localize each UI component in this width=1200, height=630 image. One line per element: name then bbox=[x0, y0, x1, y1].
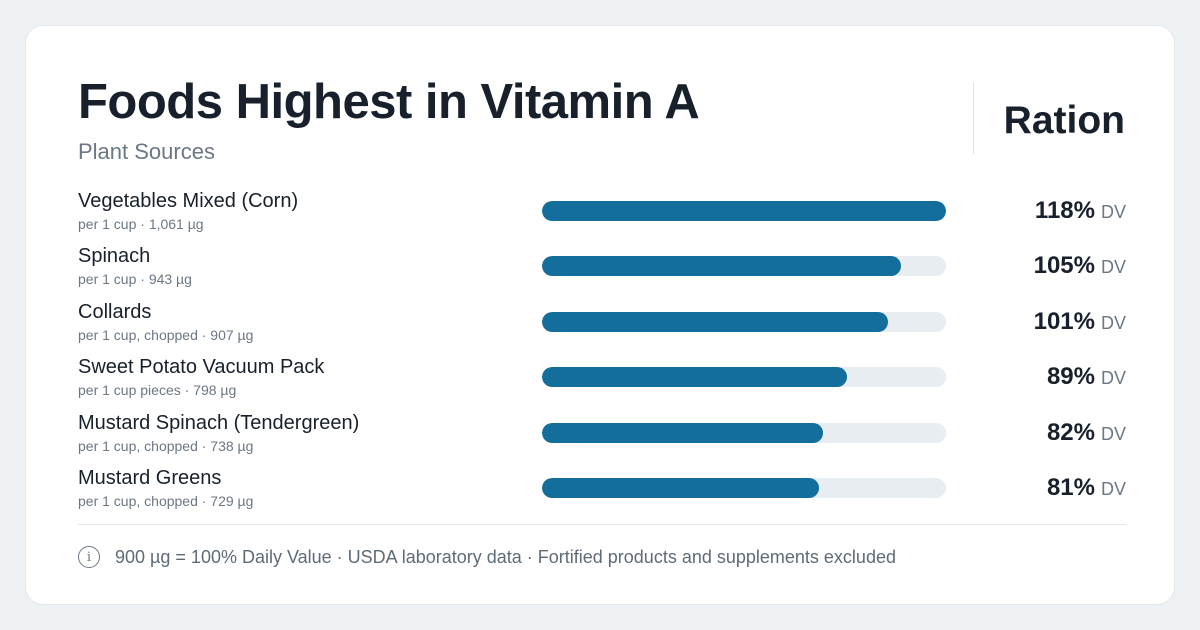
info-icon: i bbox=[78, 546, 100, 568]
footnote: i 900 µg = 100% Daily Value · USDA labor… bbox=[78, 544, 896, 570]
bar bbox=[542, 477, 820, 498]
food-name: Collards bbox=[78, 300, 152, 323]
bar bbox=[542, 367, 847, 388]
brand-logo: Ration bbox=[1003, 99, 1125, 142]
serving-info: per 1 cup · 943 µg bbox=[78, 271, 192, 288]
serving-info: per 1 cup, chopped · 738 µg bbox=[78, 437, 254, 454]
serving-info: per 1 cup, chopped · 729 µg bbox=[78, 492, 254, 509]
percent-value: 89% bbox=[1046, 363, 1095, 391]
bar-track bbox=[542, 256, 946, 277]
percent-value: 101% bbox=[1033, 307, 1095, 335]
value-label: 101% DV bbox=[1034, 308, 1126, 339]
bar bbox=[542, 256, 902, 277]
food-name: Vegetables Mixed (Corn) bbox=[78, 190, 299, 212]
value-label: 89% DV bbox=[1047, 363, 1126, 394]
percent-value: 81% bbox=[1046, 473, 1095, 501]
percent-value: 82% bbox=[1046, 418, 1095, 446]
serving-info: per 1 cup, chopped · 907 µg bbox=[78, 326, 254, 343]
brand-divider bbox=[973, 82, 974, 154]
dv-unit: DV bbox=[1100, 368, 1126, 389]
dv-unit: DV bbox=[1100, 202, 1126, 222]
chart-row: Spinach per 1 cup · 943 µg 105% DV bbox=[78, 241, 1126, 296]
value-label: 118% DV bbox=[1035, 197, 1126, 228]
footnote-text: 900 µg = 100% Daily Value · USDA laborat… bbox=[115, 546, 896, 567]
bar bbox=[542, 311, 888, 332]
dv-unit: DV bbox=[1100, 257, 1126, 278]
bar-track bbox=[542, 367, 946, 388]
dv-unit: DV bbox=[1100, 478, 1126, 499]
chart-row: Sweet Potato Vacuum Pack per 1 cup pieces… bbox=[78, 352, 1126, 407]
dv-unit: DV bbox=[1100, 312, 1126, 333]
bar-track bbox=[542, 311, 946, 332]
percent-value: 118% bbox=[1034, 197, 1095, 224]
footer-divider bbox=[78, 524, 1126, 525]
chart-title: Foods Highest in Vitamin A bbox=[78, 75, 700, 129]
serving-info: per 1 cup pieces · 798 µg bbox=[78, 382, 237, 399]
food-name: Mustard Spinach (Tendergreen) bbox=[78, 411, 360, 434]
value-label: 82% DV bbox=[1047, 419, 1126, 450]
bar-chart: Vegetables Mixed (Corn) per 1 cup · 1,061… bbox=[78, 186, 1126, 518]
serving-info: per 1 cup · 1,061 µg bbox=[78, 216, 204, 232]
food-name: Spinach bbox=[78, 245, 151, 268]
bar bbox=[542, 201, 946, 221]
chart-row: Mustard Spinach (Tendergreen) per 1 cup, … bbox=[78, 408, 1126, 463]
bar-track bbox=[542, 477, 946, 498]
chart-row: Collards per 1 cup, chopped · 907 µg 101% D… bbox=[78, 297, 1126, 352]
bar bbox=[542, 422, 823, 443]
chart-row: Vegetables Mixed (Corn) per 1 cup · 1,061… bbox=[78, 186, 1126, 241]
food-name: Mustard Greens bbox=[78, 466, 222, 489]
dv-unit: DV bbox=[1100, 423, 1126, 444]
chart-card: Foods Highest in Vitamin A Plant Sources… bbox=[25, 25, 1175, 605]
value-label: 81% DV bbox=[1047, 474, 1126, 505]
bar-track bbox=[542, 201, 946, 221]
chart-subtitle: Plant Sources bbox=[78, 139, 215, 164]
percent-value: 105% bbox=[1033, 252, 1095, 280]
value-label: 105% DV bbox=[1034, 252, 1126, 283]
chart-row: Mustard Greens per 1 cup, chopped · 729 µ… bbox=[78, 463, 1126, 518]
bar-track bbox=[542, 422, 946, 443]
food-name: Sweet Potato Vacuum Pack bbox=[78, 356, 325, 379]
